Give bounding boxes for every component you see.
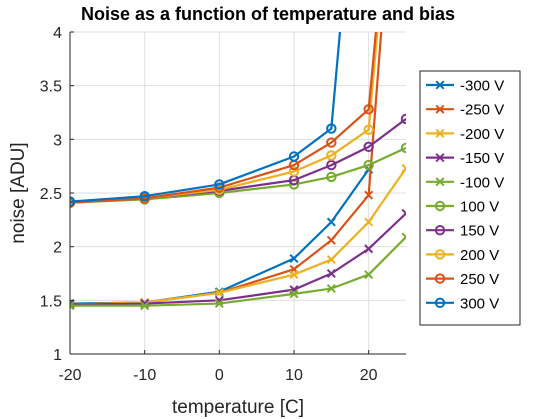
- data-point: [288, 166, 300, 177]
- data-point: [400, 142, 406, 154]
- legend-marker: [435, 128, 445, 138]
- legend-label: 300 V: [460, 295, 499, 312]
- x-tick-label: -10: [133, 367, 156, 384]
- data-point: [326, 235, 336, 245]
- data-point: [363, 104, 374, 115]
- data-point: [70, 301, 75, 311]
- data-point: [363, 124, 374, 135]
- legend-label: 200 V: [460, 247, 499, 264]
- data-point: [326, 137, 337, 148]
- y-tick-label: 4: [53, 25, 62, 42]
- legend-marker: [434, 200, 446, 212]
- data-point: [401, 232, 406, 242]
- legend-label: -250 V: [460, 102, 504, 119]
- series-line: [70, 32, 342, 203]
- data-point: [326, 150, 337, 161]
- data-point: [326, 268, 336, 279]
- y-tick-label: 3: [53, 132, 62, 149]
- data-point: [289, 253, 299, 263]
- y-tick-label: 1.5: [40, 293, 62, 310]
- y-tick-label: 3.5: [40, 79, 62, 96]
- data-point: [326, 255, 336, 265]
- legend-marker: [434, 249, 446, 260]
- legend-label: -100 V: [460, 174, 504, 191]
- legend-marker: [434, 225, 446, 236]
- x-axis-label: temperature [C]: [172, 397, 304, 418]
- legend-label: 150 V: [460, 223, 499, 240]
- legend-marker: [435, 80, 445, 90]
- data-point: [289, 289, 299, 299]
- legend-label: -300 V: [460, 78, 504, 95]
- data-point: [214, 288, 224, 298]
- legend-label: -200 V: [460, 126, 504, 143]
- data-point: [364, 270, 374, 280]
- legend-marker: [435, 153, 445, 163]
- data-point: [140, 301, 150, 311]
- data-point: [363, 159, 374, 171]
- data-point: [364, 217, 374, 227]
- data-point: [214, 299, 224, 309]
- x-tick-label: 20: [360, 367, 378, 384]
- legend-label: 100 V: [460, 199, 499, 216]
- data-point: [326, 123, 337, 134]
- legend-label: -150 V: [460, 150, 504, 167]
- data-point: [363, 141, 374, 153]
- data-point: [289, 270, 299, 280]
- data-layer: [70, 32, 406, 311]
- data-point: [326, 217, 336, 227]
- data-point: [326, 171, 337, 183]
- series-line: [70, 32, 377, 204]
- data-point: [288, 151, 300, 162]
- x-tick-label: 10: [285, 367, 303, 384]
- x-tick-label: -20: [58, 367, 81, 384]
- y-tick-label: 1: [53, 347, 62, 364]
- legend-marker: [434, 273, 446, 284]
- x-tick-label: 0: [215, 367, 224, 384]
- y-tick-label: 2.5: [40, 186, 62, 203]
- data-point: [401, 208, 406, 218]
- chart-title: Noise as a function of temperature and b…: [81, 4, 455, 24]
- data-point: [364, 190, 374, 200]
- data-point: [139, 191, 150, 202]
- legend-marker: [435, 104, 445, 114]
- data-point: [214, 179, 225, 190]
- y-tick-label: 2: [53, 240, 62, 257]
- data-point: [401, 163, 406, 173]
- data-point: [326, 284, 336, 294]
- y-axis-label: noise [ADU]: [8, 142, 29, 243]
- data-point: [400, 113, 406, 125]
- legend-marker: [434, 297, 446, 308]
- legend-label: 250 V: [460, 271, 499, 288]
- legend-marker: [435, 177, 445, 187]
- data-point: [326, 159, 337, 171]
- data-point: [364, 244, 374, 254]
